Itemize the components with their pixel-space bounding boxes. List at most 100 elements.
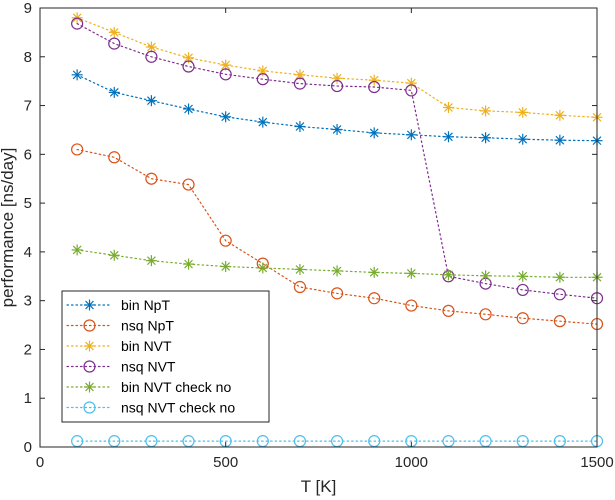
data-point: [480, 105, 492, 117]
data-point: [293, 280, 307, 294]
y-tick-label: 5: [24, 195, 32, 212]
legend-label: nsq NVT: [121, 359, 176, 375]
legend-marker: [84, 381, 95, 393]
data-point: [183, 103, 195, 115]
data-point: [368, 127, 380, 139]
data-point: [220, 111, 232, 123]
data-point: [220, 261, 232, 273]
data-point: [257, 116, 269, 128]
data-point: [479, 308, 492, 321]
y-tick-label: 8: [24, 49, 32, 66]
legend-label: bin NVT: [121, 338, 172, 354]
data-point: [516, 312, 529, 325]
plot-frame: [39, 7, 598, 448]
y-tick-label: 4: [24, 244, 32, 261]
data-point: [554, 134, 566, 146]
data-point: [71, 244, 83, 256]
data-point: [145, 95, 157, 107]
data-point: [517, 133, 529, 145]
data-point: [368, 74, 380, 86]
data-point: [368, 292, 381, 305]
data-point: [553, 315, 566, 328]
x-axis-label: T [K]: [301, 477, 337, 496]
series-line: [76, 148, 598, 325]
data-point: [331, 123, 343, 135]
y-tick-label: 6: [24, 146, 32, 163]
data-point: [442, 269, 454, 281]
ticks-layer: 0 500 1000 1500 0 1 2 3 4 5 6 7 8 9: [24, 0, 614, 471]
data-point: [405, 299, 418, 312]
y-tick-label: 1: [24, 390, 32, 407]
legend-box: [61, 290, 270, 423]
data-point: [294, 121, 306, 133]
data-point: [256, 73, 269, 86]
data-point: [517, 270, 529, 282]
legend-label: nsq NVT check no: [121, 400, 235, 416]
legend-item: nsq NVT: [66, 359, 176, 375]
data-point: [368, 266, 380, 278]
legend-label: nsq NpT: [121, 318, 174, 334]
data-point: [71, 17, 84, 30]
data-point: [182, 60, 195, 73]
legend-label: bin NpT: [121, 297, 170, 313]
data-point: [219, 234, 232, 247]
data-point: [480, 270, 492, 282]
series-4: [71, 17, 604, 305]
data-point: [108, 37, 121, 50]
data-point: [330, 287, 344, 300]
data-point: [442, 102, 454, 114]
data-point: [145, 50, 158, 63]
x-tick-label: 0: [36, 454, 44, 471]
legend-label: bin NVT check no: [121, 379, 231, 395]
data-point: [516, 283, 529, 297]
legend-item: bin NVT: [66, 338, 172, 354]
legend-marker: [83, 360, 96, 373]
data-point: [368, 80, 381, 94]
data-point: [405, 267, 417, 279]
legend-marker: [83, 319, 96, 332]
data-point: [553, 288, 566, 301]
data-point: [71, 143, 84, 156]
data-point: [108, 249, 120, 261]
data-point: [219, 68, 232, 81]
data-point: [480, 132, 492, 144]
data-point: [442, 304, 455, 318]
series-layer: [71, 12, 604, 448]
series-line: [76, 23, 598, 299]
legend-item: nsq NVT check no: [66, 400, 235, 416]
legend-marker: [83, 401, 96, 414]
data-point: [405, 129, 417, 141]
legend-marker: [84, 340, 95, 352]
legend-marker: [84, 299, 95, 311]
data-point: [108, 151, 121, 164]
data-point: [257, 262, 269, 274]
series-line: [76, 17, 598, 118]
legend-item: nsq NpT: [66, 318, 174, 334]
data-point: [108, 26, 120, 38]
legend-item: bin NpT: [66, 297, 170, 313]
data-point: [517, 106, 529, 118]
data-point: [442, 131, 454, 143]
y-axis-label: performance [ns/day]: [0, 148, 17, 308]
data-point: [257, 65, 269, 77]
data-point: [183, 258, 195, 270]
data-point: [405, 84, 418, 97]
x-tick-label: 1500: [580, 454, 613, 471]
data-point: [108, 86, 120, 98]
data-point: [71, 69, 83, 81]
y-tick-label: 0: [24, 439, 32, 456]
x-tick-label: 500: [213, 454, 238, 471]
legend-item: bin NVT check no: [66, 379, 231, 395]
series-5: [71, 244, 603, 283]
x-tick-label: 1000: [395, 454, 428, 471]
series-1: [71, 69, 603, 147]
data-point: [182, 178, 195, 191]
data-point: [331, 265, 343, 277]
data-point: [330, 79, 344, 93]
y-tick-label: 9: [24, 0, 32, 17]
data-point: [554, 271, 566, 283]
y-tick-label: 2: [24, 341, 32, 358]
data-point: [293, 77, 307, 90]
data-point: [554, 109, 566, 121]
